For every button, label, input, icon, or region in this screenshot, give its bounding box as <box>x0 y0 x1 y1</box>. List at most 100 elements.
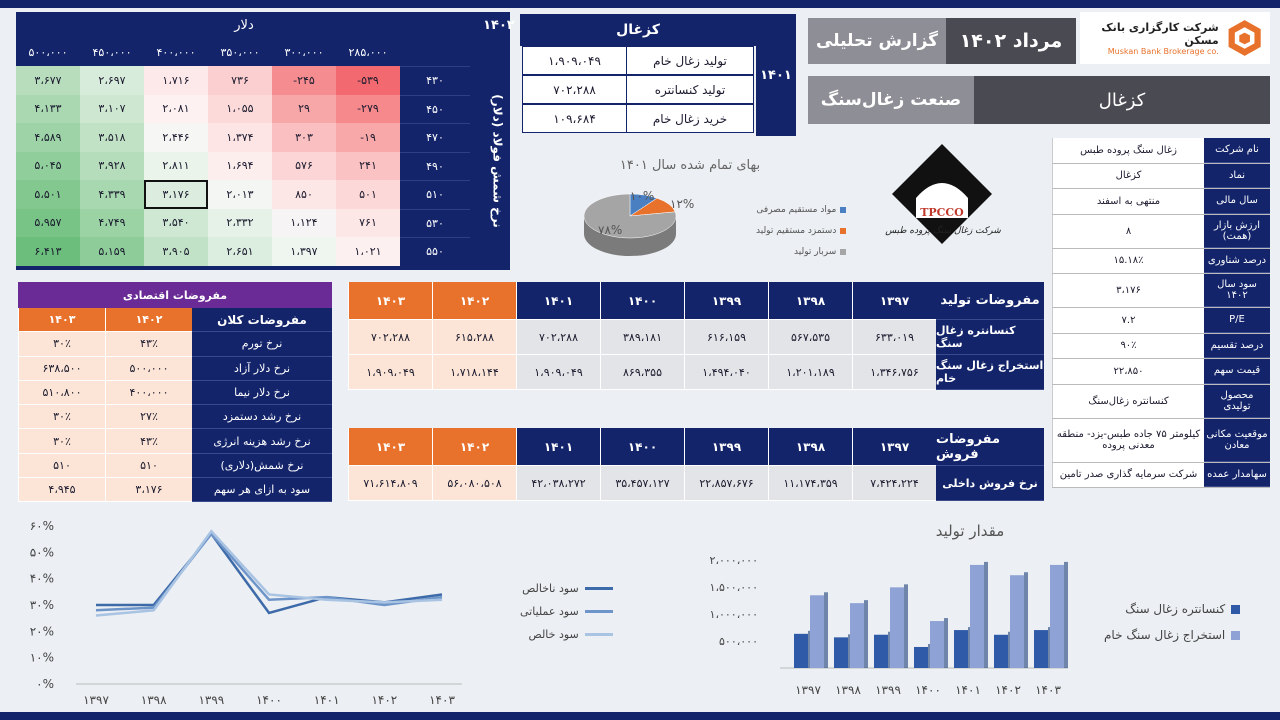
econ-label: نرخ رشد دستمزد <box>192 405 332 430</box>
ticker-symbol: کزغال <box>974 76 1270 124</box>
econ-row: ۳۰٪ ۴۳٪ نرخ رشد هزینه انرژی <box>18 429 332 454</box>
info-row: ۹۰٪ درصد تقسیم <box>1052 333 1270 359</box>
table-row-label: استخراج زغال سنگ خام <box>936 355 1044 390</box>
bottom-strip <box>0 712 1280 720</box>
company-logo-name: شرکت زغال سنگ پروده طبس <box>885 226 1001 236</box>
x-tick-label: ۱۴۰۱ <box>314 693 340 707</box>
sensitivity-cell: ۱،۳۹۷ <box>272 237 336 266</box>
econ-label: نرخ رشد هزینه انرژی <box>192 429 332 454</box>
y-tick-label: ۶۰% <box>30 519 54 533</box>
table-cell: ۸۶۹،۳۵۵ <box>600 355 684 390</box>
info-label: موقعیت مکانی معادن <box>1204 418 1270 462</box>
sensitivity-cell: ۴،۵۸۹ <box>16 123 80 152</box>
legend-label: سود عملیاتی <box>520 605 579 618</box>
legend-swatch <box>584 633 613 636</box>
sensitivity-col-title: دلار <box>234 17 254 33</box>
table-title: مفروضات فروش <box>936 428 1044 466</box>
pie-label: ۱۰% <box>630 189 654 203</box>
table-cell: ۱،۳۴۶،۷۵۶ <box>852 355 936 390</box>
legend-item: سود خالص <box>520 628 613 641</box>
table-title: مفروضات تولید <box>936 282 1044 320</box>
y-tick-label: ۲،۰۰۰،۰۰۰ <box>710 556 758 567</box>
table-year: ۱۳۹۸ <box>768 282 852 320</box>
sensitivity-cell: ۳،۶۷۷ <box>16 66 80 95</box>
table-row: ۷۰۲،۲۸۸ ۶۱۵،۲۸۸ ۷۰۲،۲۸۸ ۳۸۹،۱۸۱ ۶۱۶،۱۵۹ ۵۶۷،۵… <box>348 320 1044 355</box>
info-row: شرکت سرمایه گذاری صدر تامین سهامدار عمده <box>1052 462 1270 488</box>
x-tick-label: ۱۳۹۹ <box>198 693 224 707</box>
econ-header-row: ۱۴۰۳ ۱۴۰۲ مفروضات کلان <box>18 308 332 333</box>
sensitivity-cell: ۵،۹۵۷ <box>16 208 80 237</box>
coal-summary-title: کزغال <box>520 14 756 46</box>
top-strip <box>0 0 1280 8</box>
bar <box>970 564 984 668</box>
econ-label: نرخ دلار نیما <box>192 380 332 406</box>
y-tick-label: ۱۰% <box>30 651 54 665</box>
sensitivity-row: ۳،۶۷۷ ۲،۶۹۷ ۱،۷۱۶ ۷۳۶ -۲۴۵ -۵۳۹ ۴۳۰ <box>16 66 470 95</box>
table-cell: ۷۱،۶۱۴،۸۰۹ <box>348 466 432 501</box>
sensitivity-row: ۴،۵۸۹ ۳،۵۱۸ ۲،۴۴۶ ۱،۳۷۴ ۳۰۳ -۱۹ ۴۷۰ <box>16 123 470 152</box>
industry-label: صنعت زغال‌سنگ <box>808 76 974 124</box>
econ-value: ۳،۱۷۶ <box>105 478 192 503</box>
econ-row: ۵۱۰ ۵۱۰ نرخ شمش(دلاری) <box>18 453 332 479</box>
table-row-label: کنسانتره زغال سنگ <box>936 320 1044 355</box>
sensitivity-cell: -۵۳۹ <box>336 66 400 95</box>
coal-row-label: تولید کنسانتره <box>654 82 726 97</box>
info-label: سهامدار عمده <box>1204 462 1270 487</box>
y-tick-label: ۴۰% <box>30 572 54 586</box>
table-cell: ۱،۲۰۱،۱۸۹ <box>768 355 852 390</box>
info-value: منتهی به اسفند <box>1052 189 1204 214</box>
legend-item: سربار تولید <box>756 247 847 257</box>
bar <box>874 634 888 668</box>
pie-legend: مواد مستقیم مصرفی دستمزد مستقیم تولید سر… <box>756 205 847 268</box>
x-tick-label: ۱۴۰۱ <box>955 683 981 697</box>
table-cell: ۴۲،۰۳۸،۲۷۲ <box>516 466 600 501</box>
sensitivity-cell: -۲۴۵ <box>272 66 336 95</box>
table-year: ۱۴۰۲ <box>432 428 516 466</box>
margin-line-chart: ۰% ۱۰% ۲۰% ۳۰% ۴۰% ۵۰% ۶۰% ۱۳۹۷ ۱۳۹۸ ۱۳۹۹ ۱۴۰۰ ۱۴۰۱… <box>30 519 462 707</box>
line-series <box>95 529 443 617</box>
coal-row: ۱،۹۰۹،۰۴۹ تولید زغال خام <box>522 46 754 75</box>
bar-shade <box>944 618 948 668</box>
info-row: زغال سنگ پروده طبس نام شرکت <box>1052 138 1270 164</box>
sensitivity-cell: ۳،۵۱۸ <box>80 123 144 152</box>
info-label: قیمت سهم <box>1204 359 1270 384</box>
sensitivity-cell: ۲،۳۳۲ <box>208 208 272 237</box>
table-cell: ۱،۴۹۴،۰۴۰ <box>684 355 768 390</box>
pie-label: ۷۸% <box>598 223 622 237</box>
legend-item: سود ناخالص <box>520 582 613 595</box>
econ-label: نرخ شمش(دلاری) <box>192 453 332 479</box>
coal-summary: کزغال ۱۴۰۱ ۱،۹۰۹،۰۴۹ تولید زغال خام ۷۰۲،… <box>520 14 796 136</box>
cost-pie-chart: ۱۰% ۱۲% ۷۸% <box>583 189 694 256</box>
table-cell: ۷۰۲،۲۸۸ <box>516 320 600 355</box>
info-label: درصد شناوری <box>1204 248 1270 273</box>
sensitivity-cell: ۳،۱۷۶ <box>144 180 208 209</box>
bar-shade <box>864 600 868 668</box>
econ-value: ۳۰٪ <box>18 405 105 430</box>
legend-item: سود عملیاتی <box>520 605 613 618</box>
bar <box>794 633 808 668</box>
economic-assumptions: مفروضات اقتصادی ۱۴۰۳ ۱۴۰۲ مفروضات کلان ۳… <box>18 282 332 503</box>
sensitivity-col-label: ۳۰۰،۰۰۰ <box>284 45 324 59</box>
sensitivity-cell: ۴،۳۳۹ <box>80 180 144 209</box>
sensitivity-cell: ۷۶۱ <box>336 208 400 237</box>
legend-swatch <box>1231 630 1241 640</box>
legend-item: دستمزد مستقیم تولید <box>756 226 847 236</box>
coal-row: ۷۰۲،۲۸۸ تولید کنسانتره <box>522 75 754 104</box>
table-cell: ۱۱،۱۷۴،۳۵۹ <box>768 466 852 501</box>
x-tick-label: ۱۳۹۸ <box>835 683 861 697</box>
econ-value: ۴۳٪ <box>105 332 192 357</box>
info-value: کزغال <box>1052 163 1204 188</box>
econ-value: ۵۱۰،۸۰۰ <box>18 380 105 406</box>
econ-value: ۶۳۸،۵۰۰ <box>18 356 105 381</box>
report-date: مرداد ۱۴۰۲ <box>946 18 1076 64</box>
info-value: ۷.۲ <box>1052 308 1204 333</box>
bar <box>1050 564 1064 668</box>
sensitivity-table: ۱۴۰۲ دلار ۵۰۰،۰۰۰ ۴۵۰،۰۰۰ ۴۰۰،۰۰۰ ۳۵۰،۰۰۰ ۳۰… <box>16 12 515 270</box>
sensitivity-cell: ۲،۰۱۳ <box>208 180 272 209</box>
info-value: شرکت سرمایه گذاری صدر تامین <box>1052 462 1204 487</box>
table-row: ۱،۹۰۹،۰۴۹ ۱،۷۱۸،۱۴۴ ۱،۹۰۹،۰۴۹ ۸۶۹،۳۵۵ ۱،۴۹۴،… <box>348 355 1044 390</box>
info-label: ارزش بازار (همت) <box>1204 214 1270 248</box>
table-year: ۱۳۹۸ <box>768 428 852 466</box>
econ-header-label: مفروضات کلان <box>192 308 332 333</box>
sensitivity-cell: ۱،۳۷۴ <box>208 123 272 152</box>
